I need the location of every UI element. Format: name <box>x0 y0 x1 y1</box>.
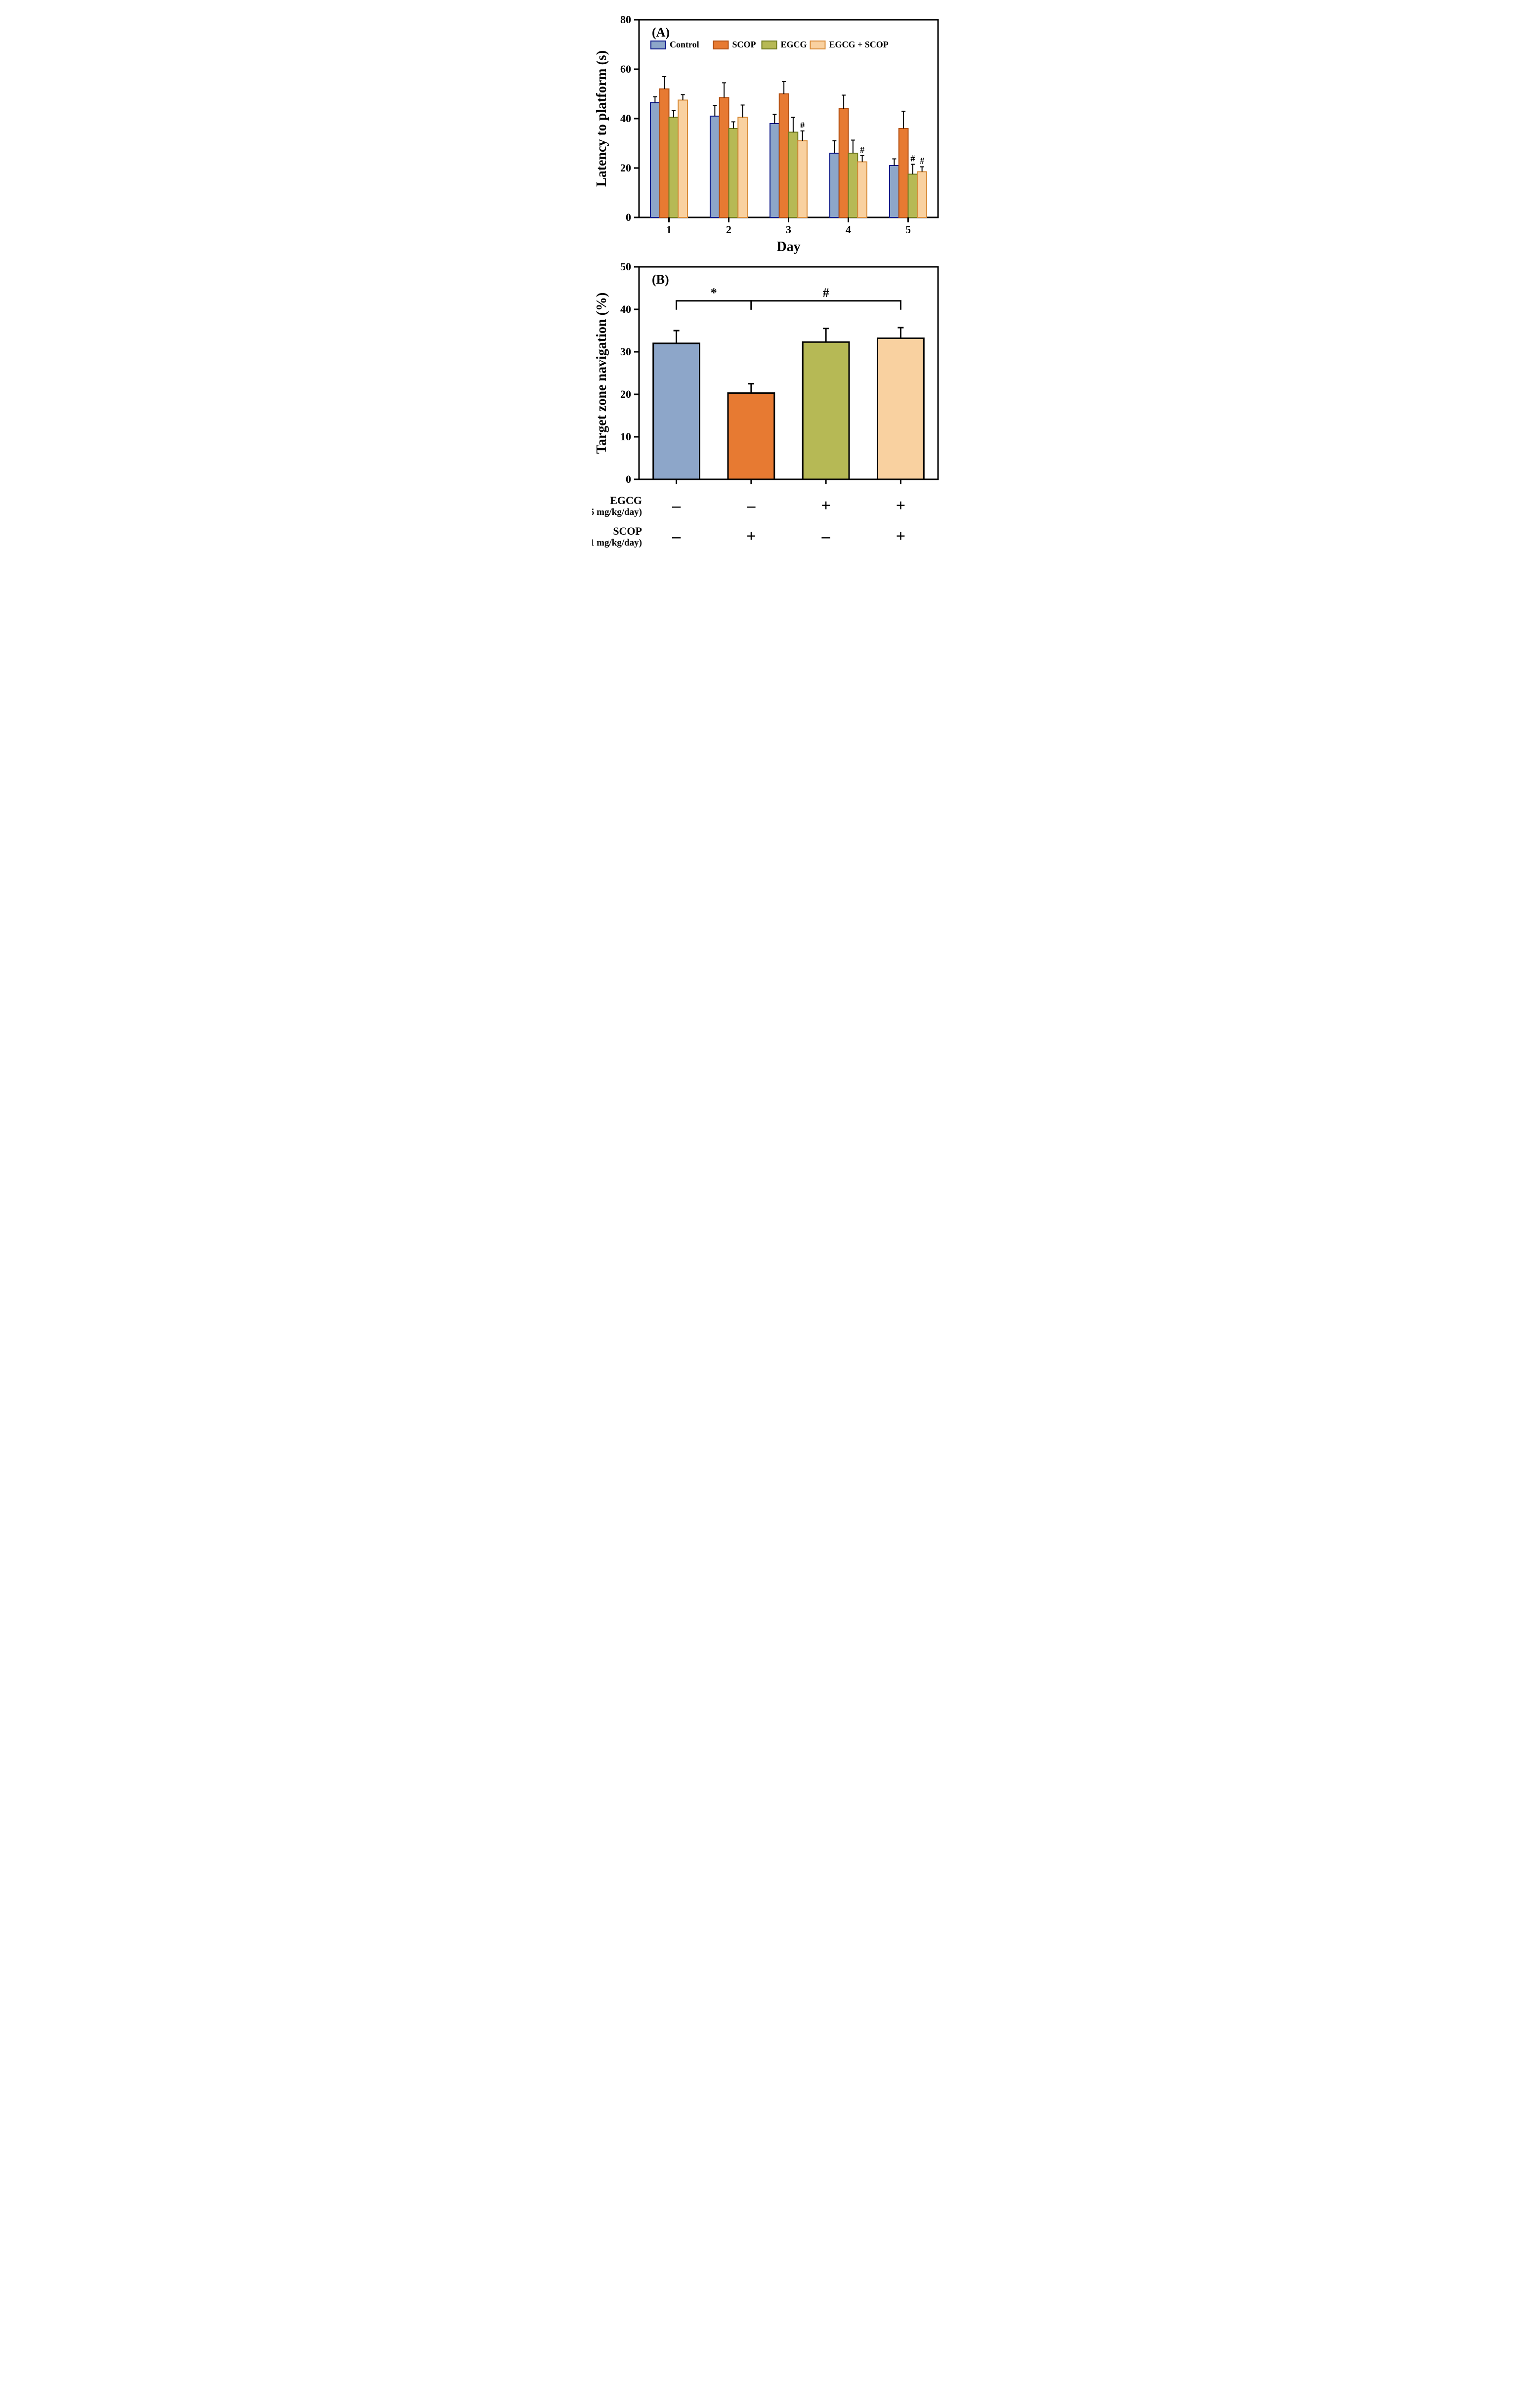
svg-text:(5 mg/kg/day): (5 mg/kg/day) <box>592 507 642 517</box>
svg-text:EGCG + SCOP: EGCG + SCOP <box>829 40 889 49</box>
panel-b-chart: 0 10 20 30 40 50 Target zone navigation (%) * # (… <box>592 257 948 573</box>
svg-text:SCOP: SCOP <box>732 40 756 49</box>
svg-text:–: – <box>746 497 756 515</box>
svg-text:20: 20 <box>620 388 631 400</box>
svg-text:4: 4 <box>846 223 851 236</box>
svg-text:40: 40 <box>620 303 631 315</box>
svg-text:+: + <box>821 497 830 515</box>
svg-text:30: 30 <box>620 345 631 358</box>
svg-text:+: + <box>896 497 905 515</box>
svg-text:Target zone navigation (%): Target zone navigation (%) <box>594 293 609 454</box>
svg-text:10: 10 <box>620 430 631 443</box>
svg-text:0: 0 <box>626 473 631 485</box>
svg-text:(1 mg/kg/day): (1 mg/kg/day) <box>592 538 642 548</box>
svg-text:40: 40 <box>620 112 631 125</box>
svg-text:Control: Control <box>670 40 699 49</box>
svg-text:Day: Day <box>776 239 800 254</box>
svg-text:20: 20 <box>620 162 631 174</box>
svg-text:#: # <box>860 145 864 155</box>
svg-text:(B): (B) <box>652 272 669 287</box>
svg-text:–: – <box>672 527 681 546</box>
svg-text:+: + <box>746 527 756 546</box>
svg-text:80: 80 <box>620 13 631 26</box>
svg-text:EGCG: EGCG <box>610 494 642 507</box>
figure-container: 0 20 40 60 80 Latency to platform (s) 1 2 #3 #4 # #… <box>592 10 948 573</box>
svg-text:EGCG: EGCG <box>781 40 807 49</box>
svg-text:#: # <box>800 120 805 130</box>
svg-text:#: # <box>823 286 829 300</box>
svg-text:–: – <box>821 527 831 546</box>
svg-text:5: 5 <box>905 223 911 236</box>
svg-text:3: 3 <box>786 223 791 236</box>
svg-text:2: 2 <box>726 223 731 236</box>
svg-text:#: # <box>920 156 924 166</box>
svg-text:SCOP: SCOP <box>613 525 642 537</box>
svg-text:+: + <box>896 527 905 546</box>
svg-text:(A): (A) <box>652 25 670 40</box>
panel-a-chart: 0 20 40 60 80 Latency to platform (s) 1 2 #3 #4 # #… <box>592 10 948 257</box>
svg-text:*: * <box>711 286 717 300</box>
svg-text:1: 1 <box>666 223 672 236</box>
svg-text:50: 50 <box>620 260 631 273</box>
svg-text:#: # <box>910 154 915 164</box>
svg-text:0: 0 <box>626 211 631 223</box>
svg-text:Latency to platform (s): Latency to platform (s) <box>594 50 609 187</box>
svg-text:–: – <box>672 497 681 515</box>
svg-text:60: 60 <box>620 63 631 75</box>
